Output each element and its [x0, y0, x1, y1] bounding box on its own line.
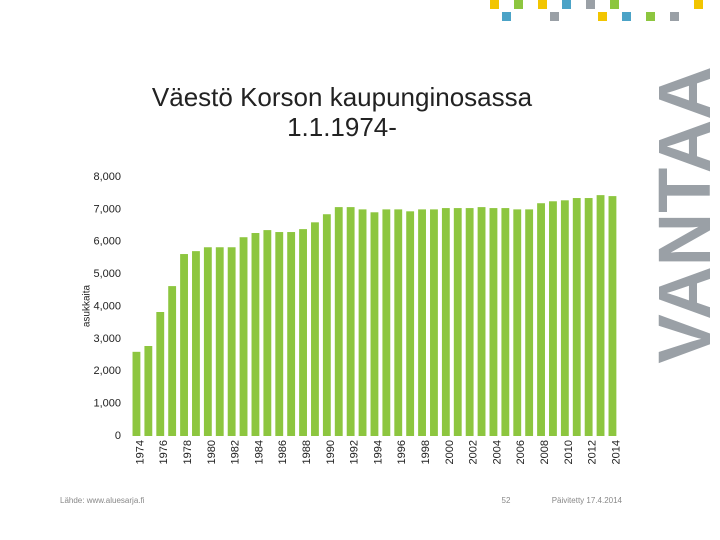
bar [132, 351, 141, 436]
bar [394, 209, 403, 436]
bar [192, 251, 200, 436]
x-tick-label: 2012 [587, 440, 599, 464]
y-tick-label: 8,000 [93, 171, 121, 183]
bar [584, 198, 593, 436]
updated: Päivitetty 17.4.2014 [552, 496, 623, 505]
bar [156, 312, 165, 436]
x-tick-label: 2014 [610, 440, 622, 464]
bar [537, 203, 545, 436]
x-tick-label: 2008 [539, 440, 551, 464]
bar [572, 198, 581, 436]
bar [549, 201, 557, 436]
bar [489, 208, 498, 436]
x-tick-label: 1990 [325, 440, 337, 464]
bar [227, 247, 236, 436]
bar [287, 232, 296, 436]
bar [441, 208, 450, 436]
bar [144, 345, 153, 436]
page-number: 52 [502, 496, 511, 505]
bar [275, 232, 284, 436]
bar [322, 214, 331, 436]
y-tick-label: 6,000 [93, 236, 121, 248]
x-tick-label: 1998 [420, 440, 432, 464]
x-tick-label: 1994 [372, 440, 384, 464]
x-tick-label: 1976 [158, 440, 170, 464]
chart-title: Väestö Korson kaupunginosassa [152, 82, 533, 112]
logo: VANTAA [643, 66, 720, 363]
bar [418, 209, 426, 436]
x-tick-label: 1982 [230, 440, 242, 464]
y-tick-label: 2,000 [93, 365, 121, 377]
bar [406, 211, 415, 436]
bar [382, 209, 391, 436]
bar [334, 207, 343, 436]
x-tick-label: 1984 [253, 440, 265, 464]
x-tick-label: 1978 [182, 440, 194, 464]
y-tick-label: 0 [115, 430, 121, 442]
source: Lähde: www.aluesarja.fi [60, 496, 145, 505]
y-tick-label: 7,000 [93, 203, 121, 215]
chart-title: 1.1.1974- [287, 112, 397, 142]
bar [358, 209, 367, 436]
bar [239, 237, 248, 436]
bar [263, 230, 272, 436]
bar [346, 207, 355, 436]
x-tick-label: 1996 [396, 440, 408, 464]
bar [513, 209, 522, 436]
bar [453, 208, 462, 436]
bar [168, 286, 177, 436]
logo-squares [490, 0, 703, 21]
x-tick-label: 2002 [468, 440, 480, 464]
x-tick-label: 2004 [491, 440, 503, 464]
x-tick-label: 2010 [563, 440, 575, 464]
bar [596, 195, 605, 436]
y-tick-label: 4,000 [93, 300, 121, 312]
bar [560, 200, 569, 436]
bar [465, 208, 474, 436]
y-tick-label: 3,000 [93, 333, 121, 345]
bar [180, 254, 188, 436]
x-tick-label: 1986 [277, 440, 289, 464]
bar [608, 196, 617, 436]
bar [203, 247, 212, 436]
bar [501, 208, 510, 436]
x-tick-label: 2006 [515, 440, 527, 464]
bar [477, 207, 486, 436]
bar [311, 222, 319, 436]
y-tick-label: 1,000 [93, 398, 121, 410]
y-tick-label: 5,000 [93, 268, 121, 280]
y-axis-label: asukkaita [82, 284, 93, 327]
bar [370, 212, 379, 436]
x-tick-label: 1974 [134, 440, 146, 464]
bar [251, 233, 260, 436]
bar [430, 209, 438, 436]
bar [525, 209, 534, 436]
x-tick-label: 2000 [444, 440, 456, 464]
x-tick-label: 1980 [206, 440, 218, 464]
x-tick-label: 1992 [349, 440, 361, 464]
bar [299, 229, 307, 436]
x-tick-label: 1988 [301, 440, 313, 464]
bar [215, 247, 224, 436]
